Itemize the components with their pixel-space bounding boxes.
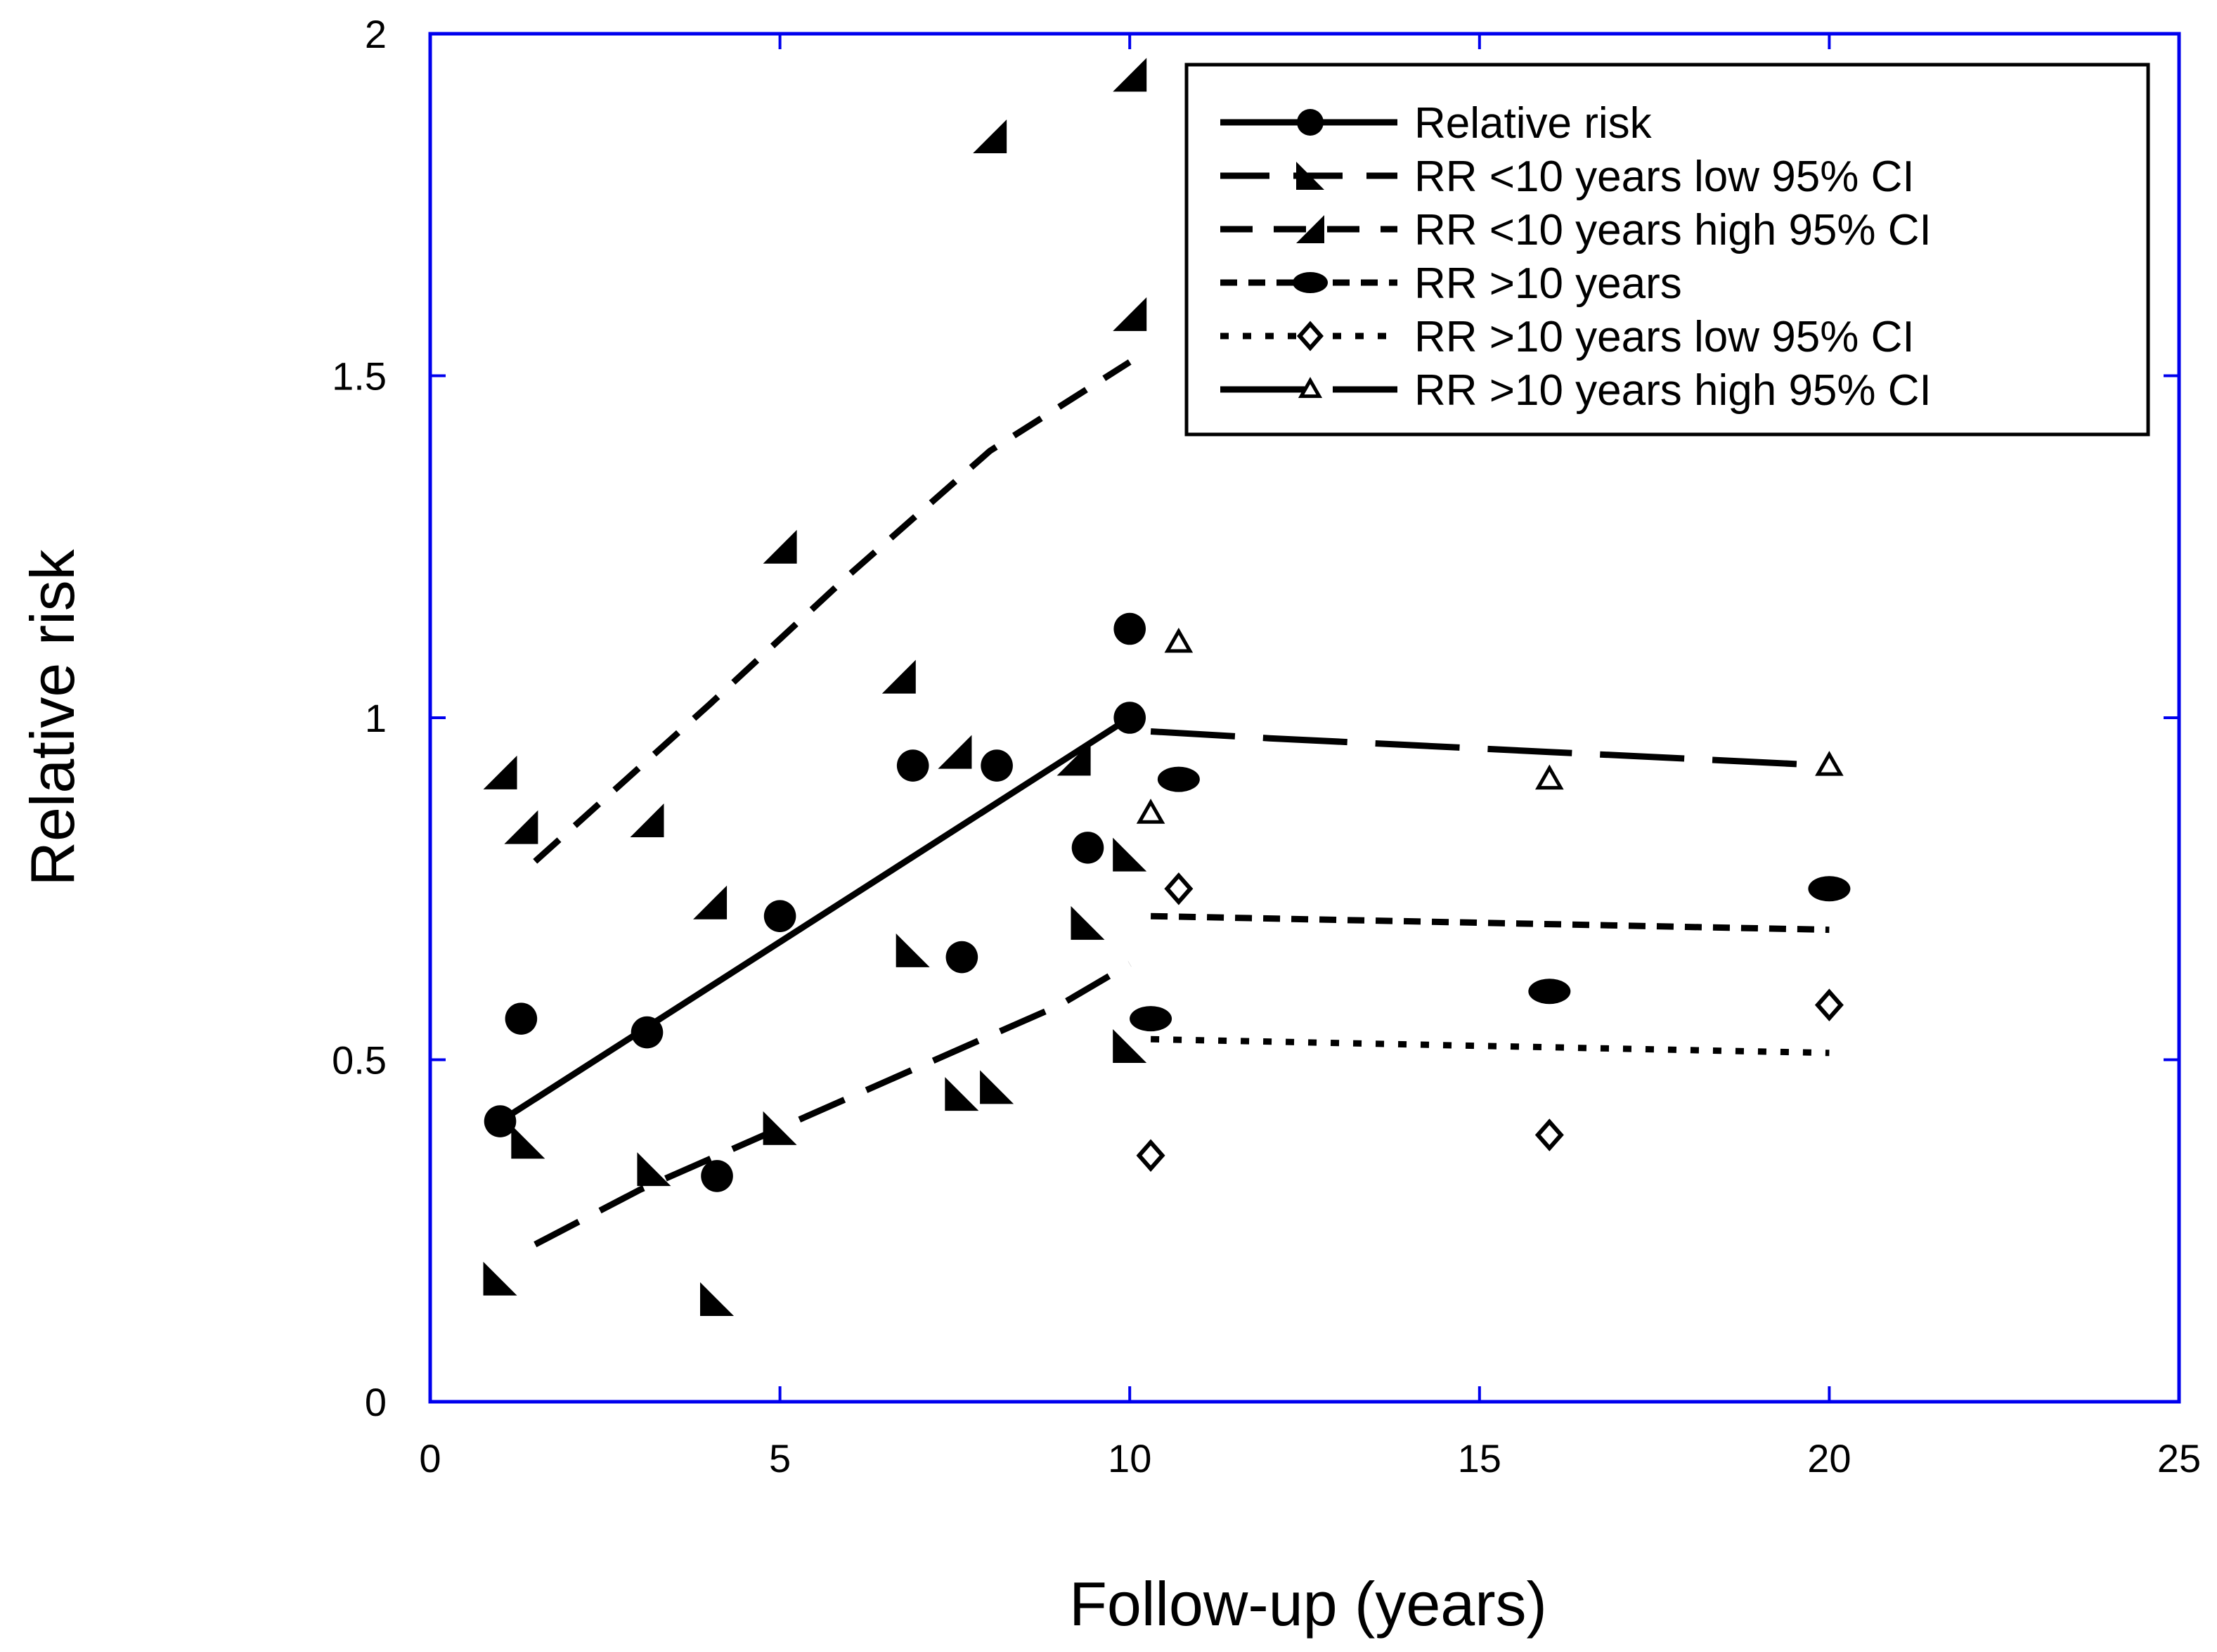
x-tick-label-2: 10 [1108,1436,1151,1480]
data-point-s2-0 [483,755,517,789]
series-line-5 [1150,728,1830,769]
data-point-s0-8 [1071,832,1104,864]
x-tick-label-3: 15 [1458,1436,1501,1480]
data-point-s0-7 [981,749,1013,782]
data-point-s3-1 [1157,766,1200,792]
y-tick-label-0: 0 [365,1380,387,1424]
data-point-s1-2 [637,1152,671,1187]
data-point-s5-1 [1164,627,1194,653]
x-tick-label-5: 25 [2157,1436,2201,1480]
x-tick-label-1: 5 [769,1436,791,1480]
data-point-s2-10 [1113,58,1147,92]
data-point-s0-1 [505,1002,538,1035]
data-point-s2-3 [693,885,728,919]
tick-labels: 0 5 10 15 20 25 0 0.5 1 1.5 2 [332,12,2201,1480]
legend-item-0: Relative risk [1220,99,1653,148]
data-point-s2-1 [504,810,538,844]
legend-item-1: RR <10 years low 95% CI [1220,153,1915,201]
legend-label-0: Relative risk [1414,99,1653,148]
data-point-s5-3 [1815,751,1844,776]
data-point-s1-7 [980,1070,1014,1104]
legend-item-2: RR <10 years high 95% CI [1220,206,1932,254]
data-point-s3-3 [1808,876,1851,902]
series-line-3 [1151,912,1830,934]
data-point-s0-6 [945,941,978,974]
data-point-s2-6 [938,735,972,769]
series-line-0 [498,715,1132,1124]
data-point-s0-9 [1113,702,1146,734]
y-tick-label-3: 1.5 [332,354,387,399]
data-point-s0-10 [1113,612,1146,645]
data-point-s2-2 [630,803,664,837]
data-point-s0-2 [631,1016,664,1049]
data-point-s4-2 [1534,1118,1564,1151]
data-point-s3-2 [1528,979,1571,1005]
legend-marker-1 [1296,162,1324,190]
legend-item-4: RR >10 years low 95% CI [1220,313,1915,361]
data-point-s1-0 [483,1261,517,1296]
data-point-s4-3 [1814,988,1844,1021]
y-axis-label: Relative risk [18,548,87,886]
legend: Relative risk RR <10 years low 95% CI RR <… [1184,63,2150,437]
y-tick-label-1: 0.5 [332,1038,387,1083]
data-point-s1-9 [1113,1029,1147,1064]
data-point-s0-0 [484,1105,517,1137]
series-line-2 [533,359,1132,864]
data-point-s1-1 [511,1125,545,1159]
data-point-s1-4 [763,1111,797,1145]
legend-label-3: RR >10 years [1414,259,1682,308]
data-point-s1-6 [945,1077,979,1111]
legend-item-3: RR >10 years [1220,259,1682,308]
y-tick-label-2: 1 [365,696,387,740]
data-point-s0-3 [701,1160,733,1192]
legend-marker-4 [1296,321,1324,351]
legend-marker-2 [1296,215,1324,243]
series-line-4 [1151,1035,1830,1057]
data-point-s2-9 [1113,297,1147,331]
data-point-s4-0 [1136,1139,1165,1172]
data-point-s5-0 [1136,799,1165,824]
data-point-s2-7 [973,119,1007,153]
data-point-s2-5 [881,659,916,694]
data-point-s2-8 [1056,742,1091,776]
data-point-s0-5 [896,749,929,782]
data-point-s1-10 [1113,837,1147,872]
x-tick-label-0: 0 [419,1436,441,1480]
legend-label-4: RR >10 years low 95% CI [1414,313,1915,361]
data-point-s1-3 [700,1282,735,1317]
data-point-s1-8 [1071,905,1105,940]
y-tick-label-4: 2 [365,12,387,56]
x-axis-label: Follow-up (years) [1069,1569,1547,1639]
legend-label-5: RR >10 years high 95% CI [1414,366,1932,415]
x-tick-label-4: 20 [1807,1436,1851,1480]
data-point-s0-4 [763,900,796,932]
legend-marker-0 [1297,109,1324,136]
legend-label-1: RR <10 years low 95% CI [1414,153,1915,201]
plot-area [483,58,1851,1317]
legend-marker-5 [1298,377,1323,399]
axes [428,32,2181,1404]
data-point-s3-0 [1130,1006,1172,1032]
legend-item-5: RR >10 years high 95% CI [1220,366,1932,415]
legend-box [1184,63,2150,437]
data-point-s1-5 [896,933,930,967]
data-point-s4-1 [1164,872,1194,905]
series-line-1 [534,961,1132,1248]
data-point-s2-4 [763,529,797,564]
legend-marker-3 [1293,272,1328,293]
data-point-s5-2 [1535,764,1564,790]
legend-label-2: RR <10 years high 95% CI [1414,206,1932,254]
